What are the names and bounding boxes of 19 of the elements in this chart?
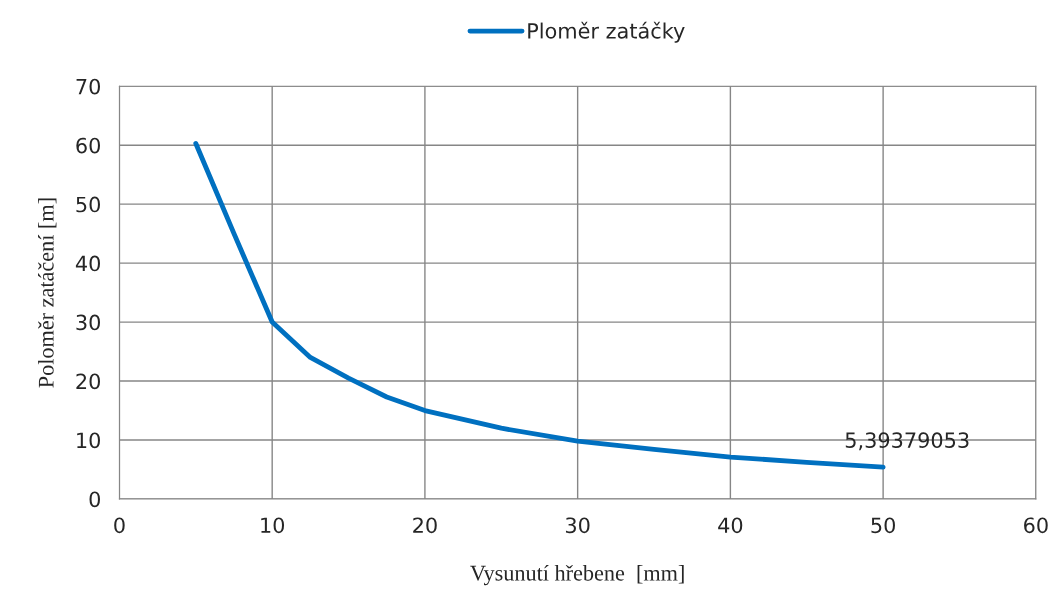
x-tick-label: 0 [114, 517, 125, 534]
y-tick-label: 30 [76, 314, 100, 331]
y-axis-title: Poloměr zatáčení [m] [38, 198, 57, 388]
y-tick-label: 0 [89, 491, 100, 508]
y-tick-label: 60 [76, 137, 100, 154]
y-tick-label: 40 [75, 255, 100, 272]
x-tick-label: 20 [413, 517, 437, 534]
x-tick-label: 10 [261, 517, 285, 534]
x-tick-label: 30 [565, 517, 590, 534]
y-tick-label: 10 [77, 432, 100, 449]
x-tick-label: 40 [718, 517, 743, 534]
x-tick-label: 50 [871, 517, 895, 534]
legend-label: Ploměr zatáčky [528, 21, 685, 43]
y-tick-label: 20 [76, 373, 100, 390]
y-tick-label: 50 [76, 196, 100, 213]
x-axis-title: Vysunutí hřebene [mm] [470, 564, 684, 586]
y-tick-label: 70 [76, 78, 100, 95]
annotation: 5,39379053 [845, 432, 969, 451]
x-tick-label: 60 [1024, 517, 1048, 534]
